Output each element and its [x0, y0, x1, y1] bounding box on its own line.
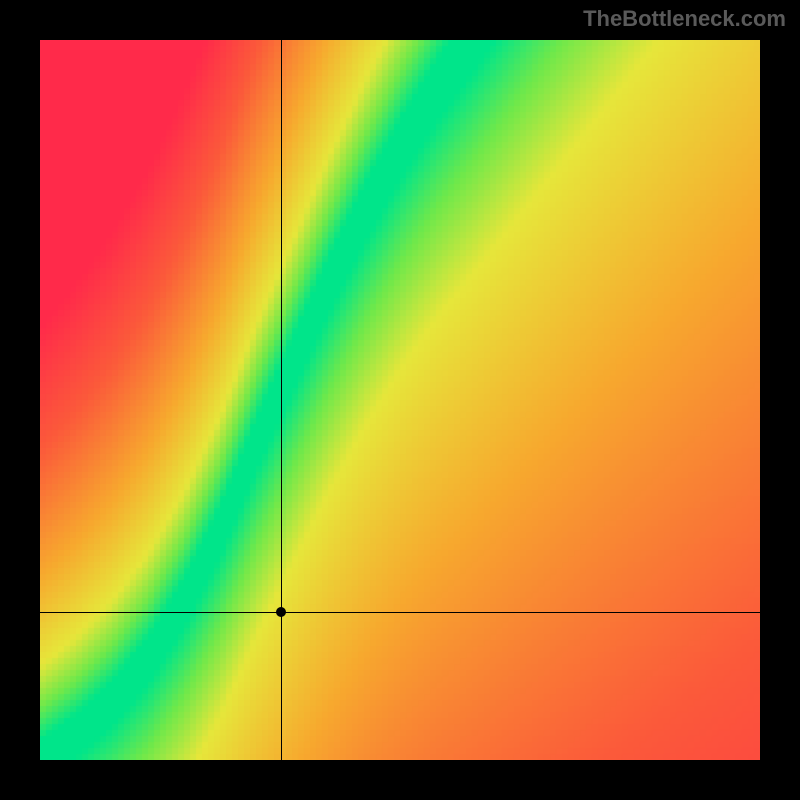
- crosshair-marker-dot: [276, 607, 286, 617]
- crosshair-horizontal: [40, 612, 760, 613]
- watermark-text: TheBottleneck.com: [583, 6, 786, 32]
- crosshair-vertical: [281, 40, 282, 760]
- heatmap-plot-area: [40, 40, 760, 760]
- heatmap-canvas: [40, 40, 760, 760]
